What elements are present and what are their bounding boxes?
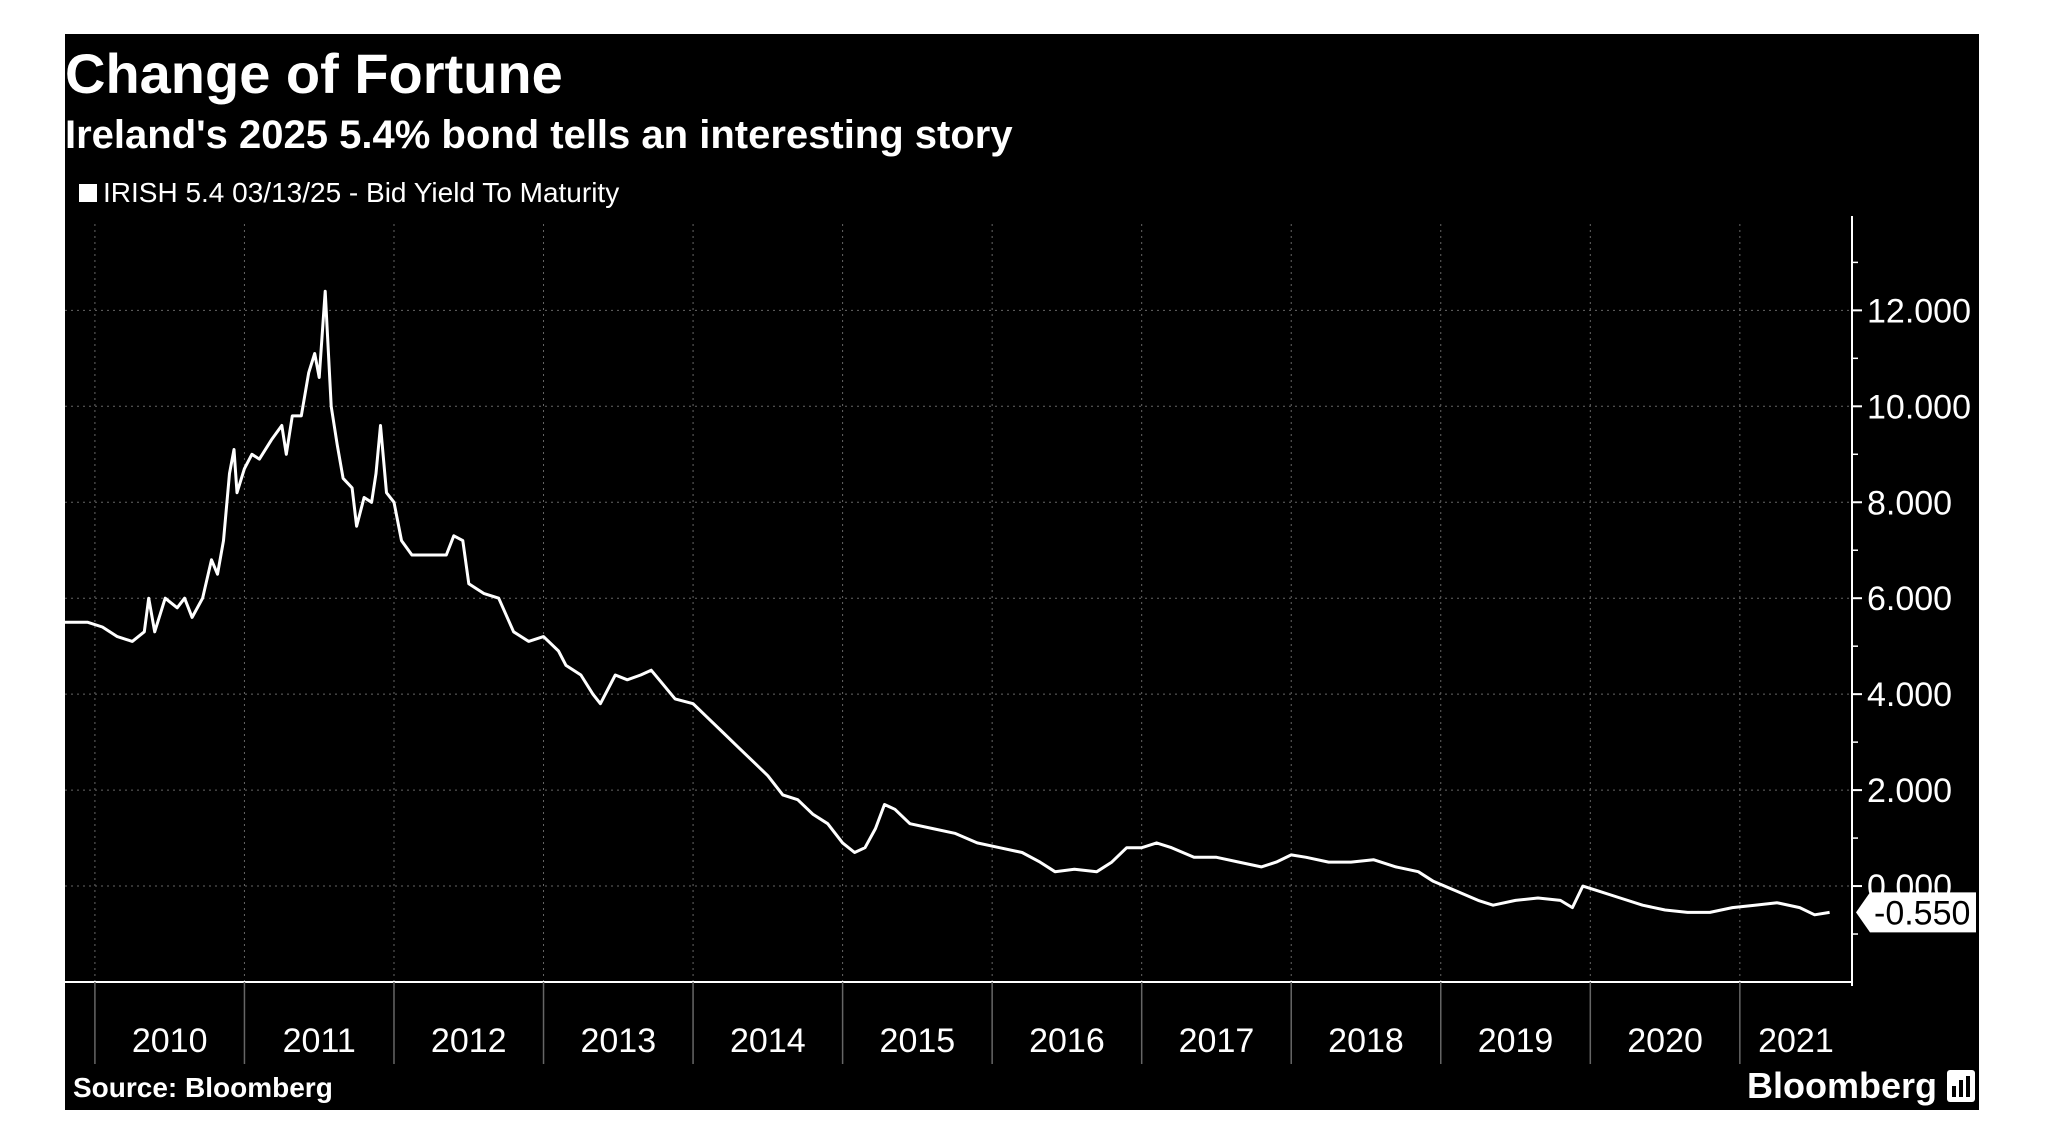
- bloomberg-logo: Bloomberg: [1747, 1066, 1975, 1106]
- legend: IRISH 5.4 03/13/25 - Bid Yield To Maturi…: [79, 176, 619, 210]
- y-tick-label: 6.000: [1867, 580, 1952, 618]
- y-tick-label: 8.000: [1867, 484, 1952, 522]
- x-tick-label: 2016: [1029, 1022, 1105, 1060]
- y-tick-label: 12.000: [1867, 292, 1971, 330]
- y-tick-label: 2.000: [1867, 772, 1952, 810]
- x-tick-label: 2017: [1179, 1022, 1255, 1060]
- line-chart: 0.0002.0004.0006.0008.00010.00012.000201…: [65, 216, 1976, 1064]
- brand-name: Bloomberg: [1746, 1065, 1937, 1106]
- x-tick-label: 2013: [580, 1022, 656, 1060]
- y-tick-label: 4.000: [1867, 676, 1952, 714]
- chart-card: Change of Fortune Ireland's 2025 5.4% bo…: [65, 34, 1979, 1110]
- last-value-label: -0.550: [1874, 894, 1970, 932]
- x-tick-label: 2021: [1758, 1022, 1834, 1060]
- series-layer: [65, 289, 1830, 917]
- label-layer: 0.0002.0004.0006.0008.00010.00012.000201…: [132, 292, 1976, 1060]
- source-note: Source: Bloomberg: [73, 1072, 333, 1103]
- x-tick-label: 2010: [132, 1022, 208, 1060]
- chart-subtitle: Ireland's 2025 5.4% bond tells an intere…: [65, 113, 1013, 157]
- x-tick-label: 2014: [730, 1022, 806, 1060]
- x-tick-label: 2011: [283, 1022, 356, 1060]
- last-value-box: [1856, 892, 1976, 933]
- legend-swatch: [79, 184, 97, 202]
- chart-title: Change of Fortune: [65, 42, 563, 105]
- legend-label: IRISH 5.4 03/13/25 - Bid Yield To Maturi…: [103, 177, 620, 208]
- x-tick-label: 2012: [431, 1022, 507, 1060]
- axis-layer: [65, 216, 1862, 1064]
- y-tick-label: 10.000: [1867, 388, 1971, 426]
- x-tick-label: 2020: [1627, 1022, 1703, 1060]
- x-tick-label: 2018: [1328, 1022, 1404, 1060]
- x-tick-label: 2019: [1478, 1022, 1554, 1060]
- last-value-tag: -0.550: [1856, 892, 1976, 933]
- bloomberg-chart-icon: [1947, 1070, 1975, 1102]
- series-line: [65, 289, 1830, 917]
- x-tick-label: 2015: [880, 1022, 956, 1060]
- grid-layer: [65, 224, 1852, 982]
